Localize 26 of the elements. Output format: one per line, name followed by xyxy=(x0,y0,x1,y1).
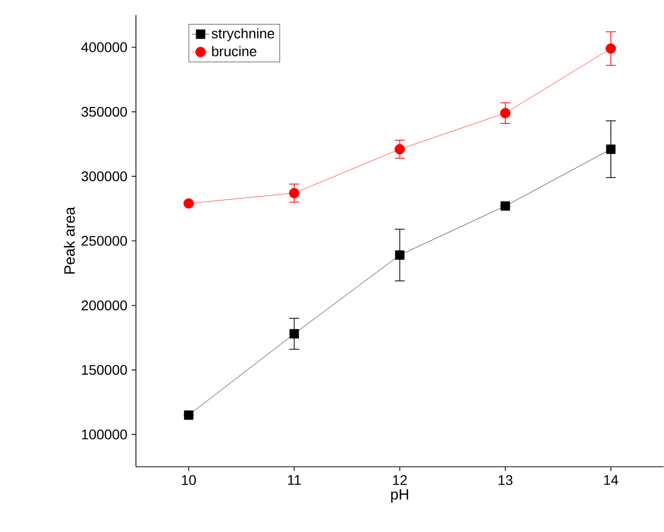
point xyxy=(500,108,510,118)
y-tick-label: 200000 xyxy=(82,300,127,310)
y-tick-label: 300000 xyxy=(82,172,127,182)
point xyxy=(184,410,194,420)
x-tick-label: 12 xyxy=(393,475,407,486)
point xyxy=(606,44,616,54)
y-tick-label: 150000 xyxy=(82,365,127,376)
legend-label: brucine xyxy=(212,46,256,56)
x-tick-label: 10 xyxy=(182,475,196,486)
point xyxy=(500,201,510,211)
y-tick-label: 350000 xyxy=(82,107,127,117)
y-tick-label: 250000 xyxy=(82,236,127,246)
x-axis-title: pH xyxy=(391,489,408,503)
point xyxy=(184,198,194,209)
point xyxy=(395,250,404,260)
y-axis-title: Peak area xyxy=(64,206,75,274)
x-tick-label: 11 xyxy=(288,475,301,485)
point xyxy=(606,144,616,154)
y-tick-label: 100000 xyxy=(82,430,127,440)
point xyxy=(290,329,299,339)
y-tick-label: 400000 xyxy=(81,42,127,52)
point xyxy=(289,188,300,198)
legend-label: strychnine xyxy=(212,28,274,42)
point xyxy=(394,144,405,155)
x-tick-label: 14 xyxy=(604,475,618,485)
x-tick-label: 13 xyxy=(498,475,512,486)
